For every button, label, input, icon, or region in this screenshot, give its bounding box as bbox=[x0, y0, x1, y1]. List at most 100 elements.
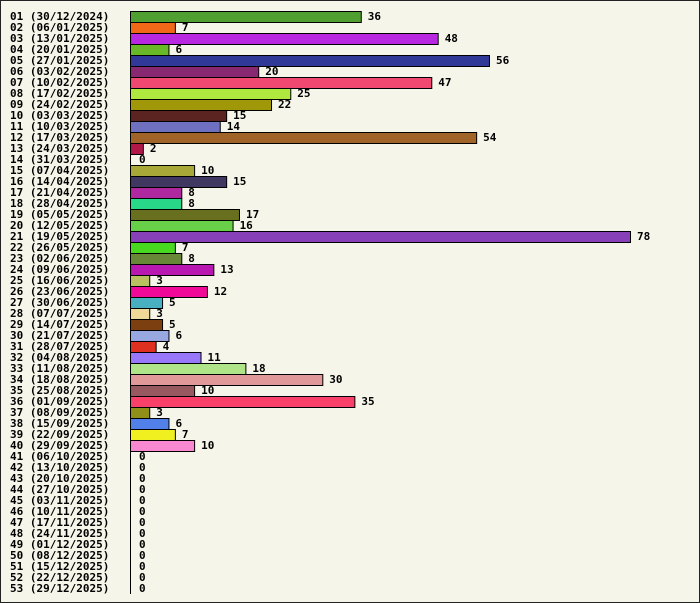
bar bbox=[130, 341, 157, 353]
value-label: 6 bbox=[175, 329, 182, 342]
bar bbox=[130, 176, 228, 188]
value-label: 0 bbox=[139, 582, 146, 595]
value-label: 7 bbox=[182, 428, 189, 441]
value-label: 25 bbox=[297, 87, 310, 100]
category-label: 16 (14/04/2025) bbox=[10, 175, 109, 188]
value-label: 36 bbox=[368, 10, 382, 23]
value-label: 6 bbox=[175, 417, 182, 430]
category-label: 36 (01/09/2025) bbox=[10, 395, 109, 408]
category-label: 32 (04/08/2025) bbox=[10, 351, 109, 364]
category-label: 04 (20/01/2025) bbox=[10, 43, 109, 56]
category-label: 43 (20/10/2025) bbox=[10, 472, 109, 485]
value-label: 56 bbox=[496, 54, 510, 67]
bar bbox=[130, 275, 151, 287]
category-label: 40 (29/09/2025) bbox=[10, 439, 109, 452]
value-label: 3 bbox=[156, 274, 163, 287]
bar bbox=[130, 33, 439, 45]
value-label: 12 bbox=[214, 285, 227, 298]
bar bbox=[130, 429, 176, 441]
value-label: 2 bbox=[150, 142, 157, 155]
category-label: 38 (15/09/2025) bbox=[10, 417, 109, 430]
category-label: 45 (03/11/2025) bbox=[10, 494, 109, 507]
value-label: 20 bbox=[265, 65, 278, 78]
category-label: 10 (03/03/2025) bbox=[10, 109, 109, 122]
category-label: 21 (19/05/2025) bbox=[10, 230, 109, 243]
value-label: 0 bbox=[139, 571, 146, 584]
bar bbox=[130, 55, 490, 67]
value-label: 16 bbox=[240, 219, 254, 232]
bar bbox=[130, 143, 144, 155]
value-label: 47 bbox=[438, 76, 451, 89]
value-label: 0 bbox=[139, 494, 146, 507]
value-label: 15 bbox=[233, 175, 246, 188]
bar bbox=[130, 121, 221, 133]
category-label: 20 (12/05/2025) bbox=[10, 219, 109, 232]
bar bbox=[130, 198, 183, 210]
value-label: 0 bbox=[139, 516, 146, 529]
value-label: 48 bbox=[445, 32, 458, 45]
category-label: 05 (27/01/2025) bbox=[10, 54, 109, 67]
category-label: 51 (15/12/2025) bbox=[10, 560, 109, 573]
category-label: 14 (31/03/2025) bbox=[10, 153, 109, 166]
bar bbox=[130, 374, 324, 386]
value-label: 14 bbox=[227, 120, 241, 133]
value-label: 10 bbox=[201, 384, 214, 397]
category-label: 09 (24/02/2025) bbox=[10, 98, 109, 111]
value-label: 8 bbox=[188, 252, 195, 265]
category-label: 27 (30/06/2025) bbox=[10, 296, 109, 309]
value-label: 3 bbox=[156, 406, 163, 419]
category-label: 26 (23/06/2025) bbox=[10, 285, 109, 298]
value-label: 5 bbox=[169, 318, 176, 331]
category-label: 31 (28/07/2025) bbox=[10, 340, 109, 353]
category-label: 33 (11/08/2025) bbox=[10, 362, 109, 375]
value-label: 0 bbox=[139, 560, 146, 573]
category-label: 18 (28/04/2025) bbox=[10, 197, 109, 210]
category-label: 03 (13/01/2025) bbox=[10, 32, 109, 45]
value-label: 13 bbox=[220, 263, 233, 276]
category-label: 19 (05/05/2025) bbox=[10, 208, 109, 221]
category-label: 13 (24/03/2025) bbox=[10, 142, 109, 155]
category-label: 46 (10/11/2025) bbox=[10, 505, 109, 518]
category-label: 53 (29/12/2025) bbox=[10, 582, 109, 595]
value-label: 22 bbox=[278, 98, 291, 111]
value-label: 0 bbox=[139, 538, 146, 551]
bar bbox=[130, 396, 356, 408]
category-label: 35 (25/08/2025) bbox=[10, 384, 109, 397]
bar bbox=[130, 418, 170, 430]
bar bbox=[130, 187, 183, 199]
category-label: 48 (24/11/2025) bbox=[10, 527, 109, 540]
category-label: 22 (26/05/2025) bbox=[10, 241, 109, 254]
bar bbox=[130, 352, 202, 364]
bar bbox=[130, 319, 164, 331]
category-label: 25 (16/06/2025) bbox=[10, 274, 109, 287]
bar bbox=[130, 385, 196, 397]
bar bbox=[130, 363, 247, 375]
category-label: 07 (10/02/2025) bbox=[10, 76, 109, 89]
value-label: 8 bbox=[188, 186, 195, 199]
bar bbox=[130, 440, 196, 452]
value-label: 11 bbox=[208, 351, 222, 364]
bar bbox=[130, 286, 208, 298]
category-label: 15 (07/04/2025) bbox=[10, 164, 109, 177]
value-label: 4 bbox=[163, 340, 170, 353]
bar bbox=[130, 220, 234, 232]
value-label: 0 bbox=[139, 483, 146, 496]
value-label: 0 bbox=[139, 461, 146, 474]
value-label: 0 bbox=[139, 472, 146, 485]
bar bbox=[130, 11, 362, 23]
value-label: 54 bbox=[483, 131, 497, 144]
category-label: 29 (14/07/2025) bbox=[10, 318, 109, 331]
value-label: 7 bbox=[182, 21, 189, 34]
bar bbox=[130, 66, 260, 78]
value-label: 5 bbox=[169, 296, 176, 309]
category-label: 24 (09/06/2025) bbox=[10, 263, 109, 276]
category-label: 06 (03/02/2025) bbox=[10, 65, 109, 78]
value-label: 0 bbox=[139, 153, 146, 166]
value-label: 7 bbox=[182, 241, 189, 254]
value-label: 78 bbox=[637, 230, 650, 243]
category-label: 12 (17/03/2025) bbox=[10, 131, 109, 144]
bar bbox=[130, 407, 151, 419]
category-label: 17 (21/04/2025) bbox=[10, 186, 109, 199]
value-label: 30 bbox=[329, 373, 342, 386]
